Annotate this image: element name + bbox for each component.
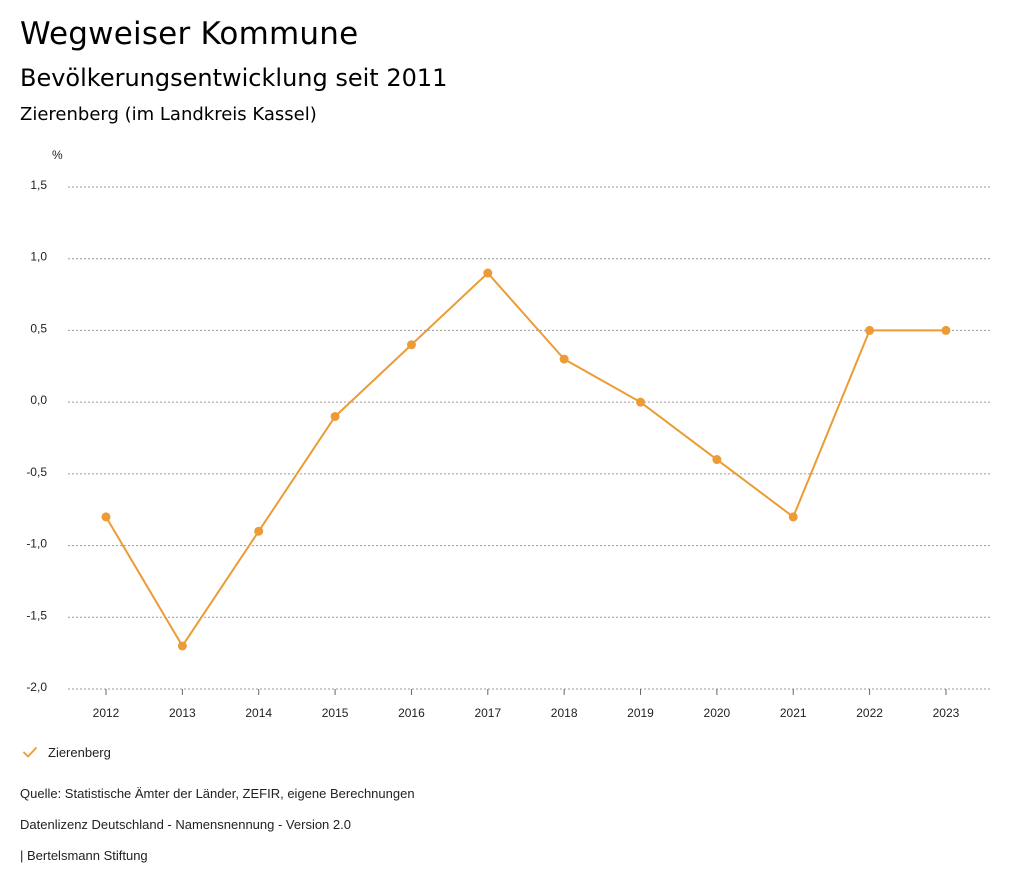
x-tick-label: 2014 — [245, 706, 272, 720]
y-tick-label: -2,0 — [26, 680, 47, 694]
x-tick-label: 2017 — [474, 706, 501, 720]
x-tick-label: 2021 — [780, 706, 807, 720]
data-point[interactable] — [712, 455, 722, 465]
data-point[interactable] — [941, 325, 951, 335]
x-tick-label: 2016 — [398, 706, 425, 720]
page-title: Wegweiser Kommune — [20, 16, 359, 52]
data-point[interactable] — [865, 325, 875, 335]
data-point[interactable] — [788, 512, 798, 522]
y-tick-label: 1,5 — [30, 178, 47, 192]
x-axis-ticks: 2012 2013 2014 2015 2016 2017 2018 2019 2020 2021… — [93, 689, 960, 720]
publisher-link[interactable]: | Bertelsmann Stiftung — [20, 848, 148, 863]
x-tick-label: 2013 — [169, 706, 196, 720]
y-tick-label: 0,5 — [30, 321, 47, 335]
data-point[interactable] — [177, 641, 187, 651]
x-tick-label: 2023 — [933, 706, 960, 720]
x-tick-label: 2022 — [856, 706, 883, 720]
x-tick-label: 2015 — [322, 706, 349, 720]
data-point[interactable] — [559, 354, 569, 364]
data-point[interactable] — [101, 512, 111, 522]
x-tick-label: 2012 — [93, 706, 120, 720]
legend-item-zierenberg[interactable]: Zierenberg — [22, 744, 111, 760]
series-line — [105, 272, 946, 647]
y-tick-label: -1,0 — [26, 537, 47, 551]
data-point[interactable] — [406, 340, 416, 350]
y-axis-ticks: 1,5 1,0 0,5 0,0 -0,5 -1,0 -1,5 -2,0 — [26, 178, 47, 694]
gridlines — [68, 186, 990, 690]
y-axis-unit-label: % — [52, 148, 63, 162]
license-note: Datenlizenz Deutschland - Namensnennung … — [20, 817, 351, 832]
x-tick-label: 2019 — [627, 706, 654, 720]
data-point[interactable] — [483, 268, 493, 278]
x-tick-label: 2018 — [551, 706, 578, 720]
data-point[interactable] — [636, 397, 646, 407]
y-tick-label: -0,5 — [26, 465, 47, 479]
y-tick-label: -1,5 — [26, 608, 47, 622]
legend-label: Zierenberg — [48, 744, 111, 760]
line-chart: 1,51,00,50,0-0,5-1,0-1,5-2,0 2012 2013 201… — [26, 148, 990, 720]
chart-subtitle: Bevölkerungsentwicklung seit 2011 — [20, 64, 448, 92]
y-tick-label: 1,0 — [30, 250, 47, 264]
x-tick-label: 2020 — [704, 706, 731, 720]
check-icon — [23, 747, 37, 758]
region-label: Zierenberg (im Landkreis Kassel) — [20, 104, 317, 125]
y-tick-label: 0,0 — [30, 393, 47, 407]
series-zierenberg — [101, 268, 951, 651]
data-point[interactable] — [330, 411, 340, 421]
data-point[interactable] — [254, 526, 264, 536]
source-note: Quelle: Statistische Ämter der Länder, Z… — [20, 786, 415, 801]
